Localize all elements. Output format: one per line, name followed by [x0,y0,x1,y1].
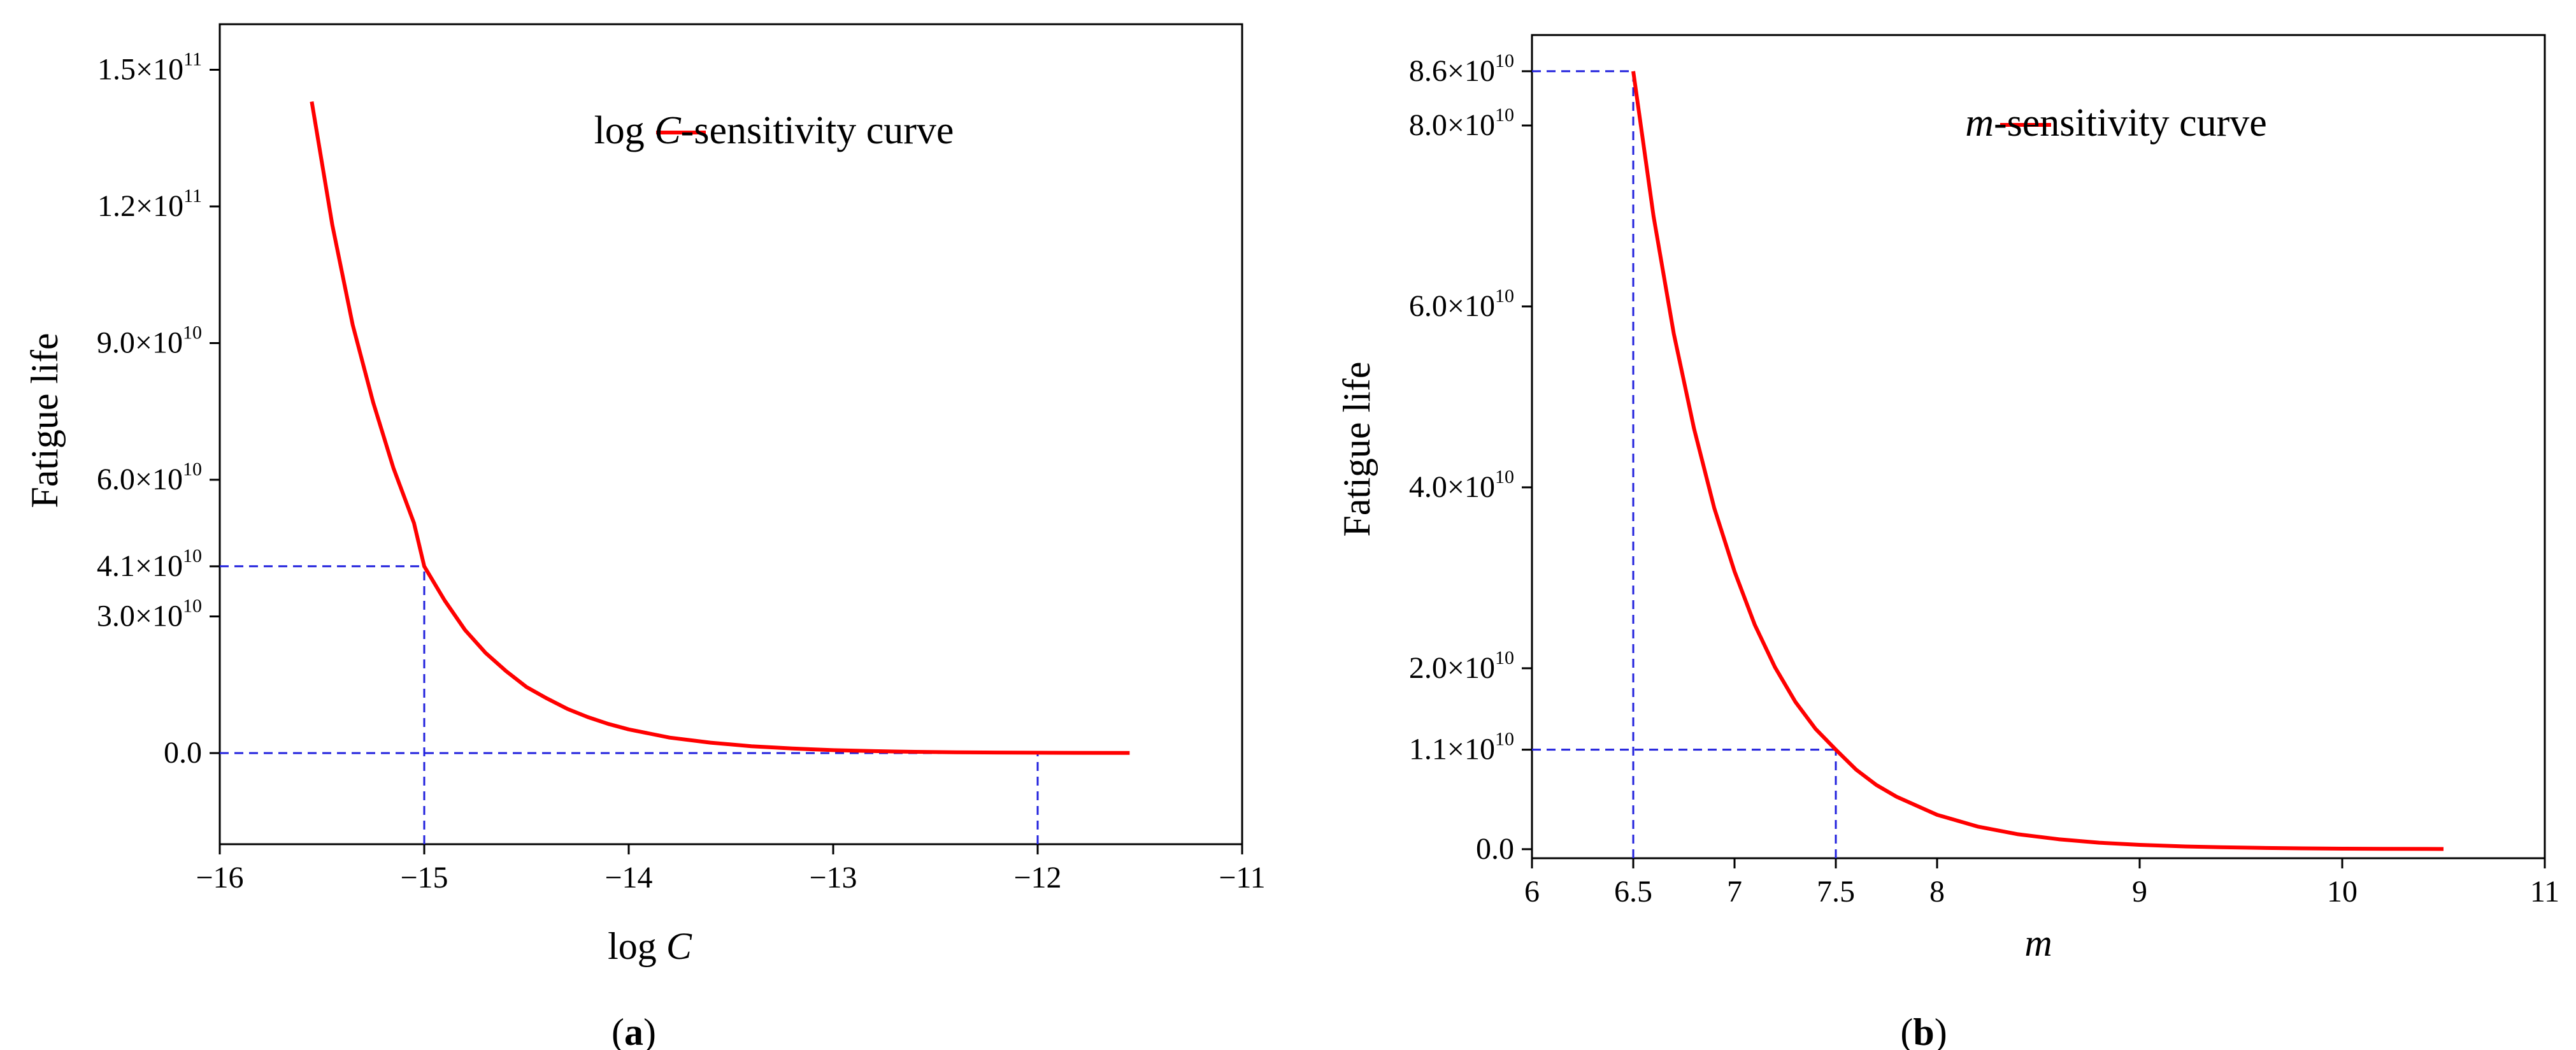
x-tick-label: −12 [1013,861,1061,895]
legend: log C-sensitivity curve [594,109,954,152]
y-tick-label: 8.6×1010 [1409,50,1514,88]
y-tick-label: 3.0×1010 [97,596,202,633]
panel-label: (b) [1900,1011,1947,1050]
x-axis-label: log C [608,925,692,967]
y-tick-label: 6.0×1010 [97,459,202,496]
y-tick-label: 1.2×1011 [97,185,202,223]
y-tick-label: 1.5×1011 [97,49,202,87]
x-tick-label: 7.5 [1817,875,1855,909]
y-tick-label: 0.0 [164,736,202,770]
plot-frame [1531,34,2546,859]
series-line [310,101,1130,755]
y-tick-label: 2.0×1010 [1409,647,1514,685]
y-tick-label: 4.0×1010 [1409,466,1514,504]
x-tick-label: 9 [2132,875,2147,909]
x-tick-label: 11 [2530,875,2559,909]
y-axis-label: Fatigue life [24,333,66,508]
panel-label: (a) [612,1011,656,1050]
x-axis-label: m [2024,922,2052,964]
y-tick-label: 8.0×1010 [1409,104,1514,142]
x-tick-label: −15 [400,861,448,895]
x-tick-label: 6.5 [1614,875,1652,909]
legend-label: log C-sensitivity curve [594,109,954,152]
x-tick-label: 8 [1929,875,1945,909]
x-tick-label: 10 [2327,875,2358,909]
y-tick-label: 9.0×1010 [97,322,202,360]
chart-panel-b: 6 6.5 7 7.5 8 9 10 11 0.0 1.1×1010 2.0×1010 4.0×101… [1336,34,2559,1050]
x-tick-label: −16 [196,861,243,895]
legend: m-sensitivity curve [1965,101,2267,145]
x-tick-label: 7 [1727,875,1742,909]
legend-label: m-sensitivity curve [1965,101,2267,145]
y-tick-label: 6.0×1010 [1409,285,1514,323]
x-tick-label: −14 [605,861,652,895]
series-line [1631,71,2444,851]
x-tick-label: −11 [1219,861,1265,895]
plot-frame [218,23,1243,845]
x-tick-label: −13 [809,861,857,895]
y-tick-label: 4.1×1010 [97,545,202,583]
x-tick-label: 6 [1524,875,1540,909]
y-tick-label: 1.1×1010 [1409,729,1514,766]
chart-panel-a: −16 −15 −14 −13 −12 −11 0.0 3.0×1010 4.1×1010 6.0… [24,23,1266,1050]
y-tick-label: 0.0 [1476,832,1514,866]
y-axis-label: Fatigue life [1336,362,1378,537]
